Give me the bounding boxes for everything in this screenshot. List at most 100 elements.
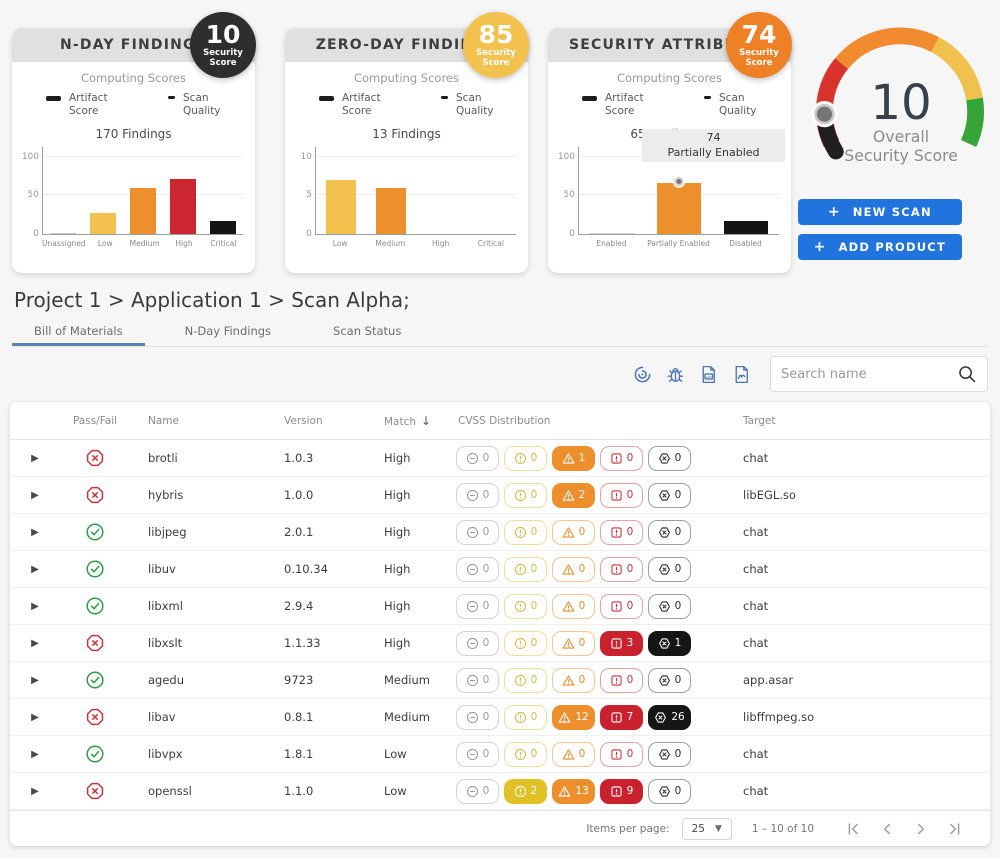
y-axis-tick: 100 [557, 151, 575, 162]
pager-nav [844, 820, 964, 838]
plus-icon: + [827, 204, 841, 220]
target-file: chat [743, 636, 769, 650]
pass-fail-cell [60, 448, 130, 468]
x-axis-label: Medium [129, 239, 160, 249]
search-icon[interactable] [957, 364, 977, 384]
csv-export-icon[interactable]: csv [698, 364, 719, 385]
search-input[interactable] [781, 366, 957, 382]
cvss-chip-critical: 26 [648, 704, 691, 730]
gauge-label-line1: Overall [873, 127, 929, 146]
pass-fail-cell [60, 781, 130, 801]
chart-legend: Artifact Score Scan Quality [548, 85, 791, 118]
cvss-chip-high: 9 [600, 778, 643, 804]
fail-x-octagon-icon [85, 781, 105, 801]
column-header-name[interactable]: Name [148, 414, 179, 427]
add-product-label: ADD PRODUCT [838, 240, 946, 254]
x-axis-label: Critical [477, 239, 504, 249]
x-axis-label: Low [97, 239, 113, 249]
column-header-target[interactable]: Target [743, 414, 776, 427]
cvss-chip-medium: 0 [552, 630, 595, 656]
cvss-chip-unassigned: 0 [456, 519, 499, 545]
column-header-cvss-distribution[interactable]: CVSS Distribution [458, 414, 551, 427]
column-header-match[interactable]: Match ↓ [384, 413, 432, 428]
row-expander-icon[interactable]: ▶ [31, 674, 39, 686]
match-confidence: High [384, 525, 411, 539]
cvss-chip-medium: 13 [552, 778, 595, 804]
plus-icon: + [813, 239, 827, 255]
cvss-chip-unassigned: 0 [456, 667, 499, 693]
artifact-score-dash-icon [582, 96, 597, 101]
items-per-page-select[interactable]: 25 ▼ [681, 817, 732, 840]
tab-bill-of-materials[interactable]: Bill of Materials [12, 318, 145, 346]
bar-unassigned [50, 233, 76, 235]
target-file: libffmpeg.so [743, 710, 815, 724]
target-file: chat [743, 562, 769, 576]
chart-subtitle: 170 Findings [95, 127, 172, 142]
new-scan-button[interactable]: + NEW SCAN [797, 199, 962, 225]
cvss-chip-unassigned: 0 [456, 741, 499, 767]
security-attributes-card: SECURITY ATTRIBUTES 74 Security Score Co… [548, 12, 792, 273]
chevron-down-icon: ▼ [714, 823, 722, 834]
bar-medium [130, 188, 156, 235]
zero-day-findings-card: ZERO-DAY FINDINGS 85 Security Score Comp… [285, 12, 529, 273]
computing-scores-label: Computing Scores [616, 71, 722, 85]
previous-page-button[interactable] [878, 820, 896, 838]
component-version: 1.1.33 [284, 636, 321, 650]
match-confidence: High [384, 451, 411, 465]
cvss-chip-medium: 12 [552, 704, 595, 730]
pdf-export-icon[interactable] [731, 364, 752, 385]
items-per-page-label: Items per page: [586, 822, 670, 835]
badge-score-label: Security Score [203, 47, 243, 68]
row-expander-icon[interactable]: ▶ [31, 563, 39, 575]
next-page-button[interactable] [912, 820, 930, 838]
pass-check-circle-icon [85, 744, 105, 764]
row-expander-icon[interactable]: ▶ [31, 711, 39, 723]
x-axis-label: Enabled [596, 239, 627, 249]
add-product-button[interactable]: + ADD PRODUCT [797, 234, 962, 260]
tab-n-day-findings[interactable]: N-Day Findings [184, 323, 272, 338]
breadcrumb[interactable]: Project 1 > Application 1 > Scan Alpha; [14, 288, 410, 312]
tab-scan-status[interactable]: Scan Status [333, 323, 402, 338]
row-expander-icon[interactable]: ▶ [31, 785, 39, 797]
sort-desc-icon[interactable]: ↓ [421, 413, 432, 428]
match-confidence: Medium [384, 673, 430, 687]
pass-check-circle-icon [85, 670, 105, 690]
y-axis-tick: 100 [21, 151, 39, 162]
bill-of-materials-table: Pass/Fail Name Version Match ↓ CVSS Distr… [10, 402, 990, 846]
badge-score-value: 74 [741, 19, 777, 49]
search-box [770, 356, 988, 392]
rescan-icon[interactable] [632, 364, 653, 385]
row-expander-icon[interactable]: ▶ [31, 489, 39, 501]
target-file: chat [743, 784, 769, 798]
chart-tooltip: 74 Partially Enabled [642, 129, 785, 162]
row-expander-icon[interactable]: ▶ [31, 526, 39, 538]
row-expander-icon[interactable]: ▶ [31, 637, 39, 649]
pass-fail-cell [60, 485, 130, 505]
bug-icon[interactable] [665, 364, 686, 385]
y-axis-tick: 0 [569, 229, 575, 240]
artifact-score-dash-icon [319, 96, 334, 101]
row-expander-icon[interactable]: ▶ [31, 452, 39, 464]
last-page-button[interactable] [946, 820, 964, 838]
action-buttons: + NEW SCAN + ADD PRODUCT [797, 199, 962, 260]
table-row: ▶ libav 0.8.1 Medium 0 0 12 7 26 libffmpeg.so [10, 699, 990, 736]
column-header-pass-fail[interactable]: Pass/Fail [72, 414, 118, 427]
first-page-button[interactable] [844, 820, 862, 838]
bar-disabled [723, 221, 768, 235]
cvss-chip-unassigned: 0 [456, 482, 499, 508]
y-axis-tick: 0 [306, 229, 312, 240]
cvss-chip-critical: 0 [648, 667, 691, 693]
cvss-chip-high: 0 [600, 445, 643, 471]
chart-legend: Artifact Score Scan Quality [285, 85, 528, 118]
cvss-chip-medium: 0 [552, 593, 595, 619]
row-expander-icon[interactable]: ▶ [31, 600, 39, 612]
pass-check-circle-icon [85, 522, 105, 542]
column-header-version[interactable]: Version [284, 414, 323, 427]
badge-score-value: 85 [478, 19, 514, 49]
row-expander-icon[interactable]: ▶ [31, 748, 39, 760]
bar-high [170, 179, 196, 235]
pass-fail-cell [60, 522, 130, 542]
